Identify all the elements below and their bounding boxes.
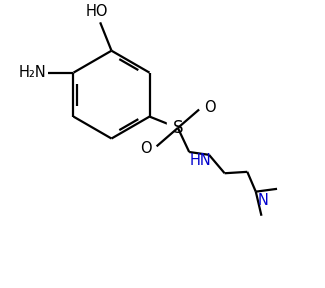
Text: HN: HN	[189, 154, 211, 168]
Text: O: O	[140, 141, 151, 156]
Bar	[167, 117, 188, 139]
Text: HO: HO	[86, 4, 109, 19]
Text: S: S	[173, 119, 183, 137]
Text: H₂N: H₂N	[19, 65, 46, 80]
Text: N: N	[257, 192, 268, 208]
Text: O: O	[204, 100, 216, 115]
